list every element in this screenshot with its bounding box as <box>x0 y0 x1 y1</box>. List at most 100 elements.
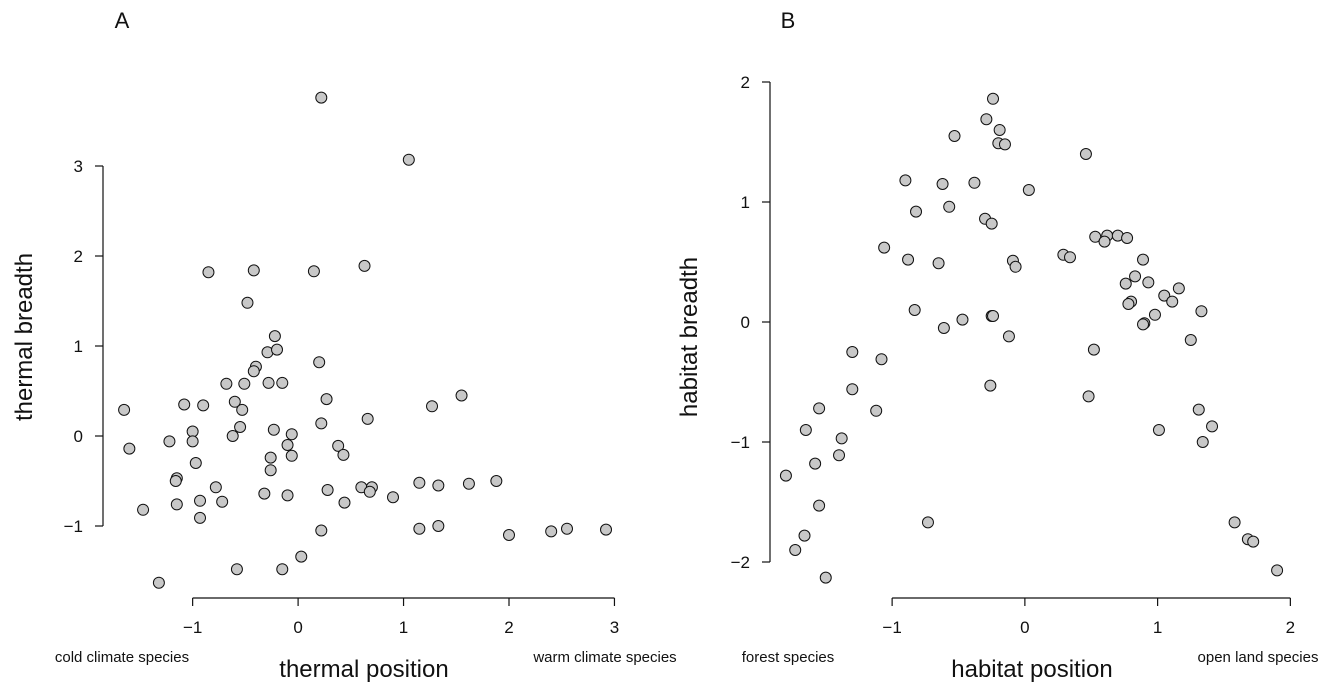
x-tick-label: −1 <box>882 618 901 637</box>
data-point <box>163 435 176 448</box>
x-end-label-right: warm climate species <box>532 649 676 666</box>
data-point <box>118 403 131 416</box>
y-tick-label: 0 <box>741 313 750 332</box>
data-point <box>813 499 826 512</box>
data-point <box>262 376 275 389</box>
data-point <box>189 457 202 469</box>
data-point <box>137 503 150 516</box>
data-point <box>226 430 239 442</box>
data-point <box>281 489 294 502</box>
data-point <box>1228 516 1241 529</box>
data-point <box>1247 535 1260 548</box>
x-axis-title: thermal position <box>279 656 448 683</box>
data-point <box>799 424 812 436</box>
data-point <box>870 404 883 417</box>
x-tick-label: 0 <box>1020 618 1029 637</box>
data-point <box>197 399 210 412</box>
data-point <box>1022 184 1035 196</box>
data-point <box>968 176 981 189</box>
data-point <box>320 393 333 406</box>
x-tick-label: 1 <box>399 618 408 637</box>
data-point <box>878 241 891 254</box>
data-point <box>247 365 260 378</box>
data-point <box>264 464 277 477</box>
data-point <box>998 138 1011 151</box>
data-point <box>1195 305 1208 318</box>
data-point <box>236 403 249 416</box>
data-point <box>228 395 241 408</box>
x-end-label-left: cold climate species <box>55 649 189 666</box>
data-point <box>1206 420 1219 433</box>
y-axis-title: habitat breadth <box>676 257 703 417</box>
data-point <box>993 124 1006 136</box>
data-point <box>295 550 308 563</box>
x-tick-label: 2 <box>1286 618 1295 637</box>
data-point <box>1122 298 1135 310</box>
y-tick-label: 3 <box>74 157 83 176</box>
data-point <box>1271 564 1284 577</box>
data-point <box>315 524 328 537</box>
data-point <box>503 529 515 541</box>
data-point <box>1082 390 1095 403</box>
data-point <box>561 522 573 535</box>
data-point <box>1148 308 1161 321</box>
data-point <box>1098 235 1111 248</box>
data-point <box>170 498 183 511</box>
x-tick-label: 2 <box>504 618 513 637</box>
y-tick-label: −1 <box>64 517 83 536</box>
x-tick-label: 3 <box>610 618 619 637</box>
data-point <box>186 425 199 438</box>
data-point <box>846 346 859 358</box>
data-point <box>413 476 426 489</box>
data-point <box>1129 270 1142 283</box>
data-point <box>875 353 888 366</box>
data-point <box>490 475 503 487</box>
data-point <box>432 479 445 492</box>
data-point <box>363 485 376 498</box>
data-point <box>1064 251 1077 264</box>
data-point <box>285 449 298 462</box>
data-point <box>313 356 326 369</box>
data-point <box>267 423 280 436</box>
x-end-label-left: forest species <box>742 649 835 666</box>
x-axis-title: habitat position <box>951 656 1112 683</box>
data-point <box>545 525 558 538</box>
data-point <box>1121 232 1134 244</box>
data-point <box>337 448 350 461</box>
data-point <box>987 92 1000 105</box>
data-point <box>152 576 165 589</box>
data-point <box>271 343 283 356</box>
y-tick-label: −1 <box>731 433 750 452</box>
data-point <box>216 495 229 508</box>
data-point <box>202 266 215 279</box>
data-point <box>984 379 997 392</box>
data-point <box>307 265 320 278</box>
data-point <box>276 376 289 389</box>
data-point <box>1079 148 1092 160</box>
data-point <box>285 428 298 441</box>
data-point <box>902 253 915 266</box>
data-point <box>169 475 182 487</box>
x-tick-label: 0 <box>293 618 302 637</box>
data-point <box>819 571 832 584</box>
data-point <box>987 310 1000 322</box>
data-point <box>1184 334 1197 346</box>
data-point <box>948 130 961 142</box>
data-point <box>1119 277 1132 290</box>
data-point <box>455 389 468 402</box>
data-point <box>209 481 222 494</box>
data-point <box>600 523 613 536</box>
data-point <box>268 330 281 343</box>
data-point <box>1192 403 1205 416</box>
data-point <box>315 417 328 430</box>
y-tick-label: 2 <box>741 73 750 92</box>
x-tick-label: −1 <box>183 618 202 637</box>
data-point <box>943 200 956 213</box>
data-point <box>779 469 792 482</box>
data-point <box>247 264 260 277</box>
data-point <box>835 432 848 445</box>
x-end-label-right: open land species <box>1198 649 1319 666</box>
data-point <box>1196 436 1209 448</box>
y-axis-title: thermal breadth <box>11 253 38 421</box>
data-point <box>178 398 191 411</box>
